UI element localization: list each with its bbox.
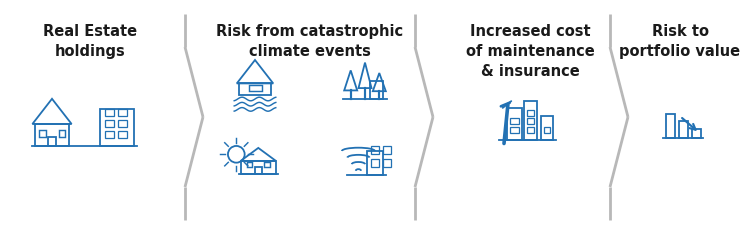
Text: Increased cost
of maintenance
& insurance: Increased cost of maintenance & insuranc… [466, 24, 594, 79]
Text: Real Estate
holdings: Real Estate holdings [43, 24, 137, 59]
Text: Risk to
portfolio value: Risk to portfolio value [620, 24, 740, 59]
Text: Risk from catastrophic
climate events: Risk from catastrophic climate events [217, 24, 404, 59]
